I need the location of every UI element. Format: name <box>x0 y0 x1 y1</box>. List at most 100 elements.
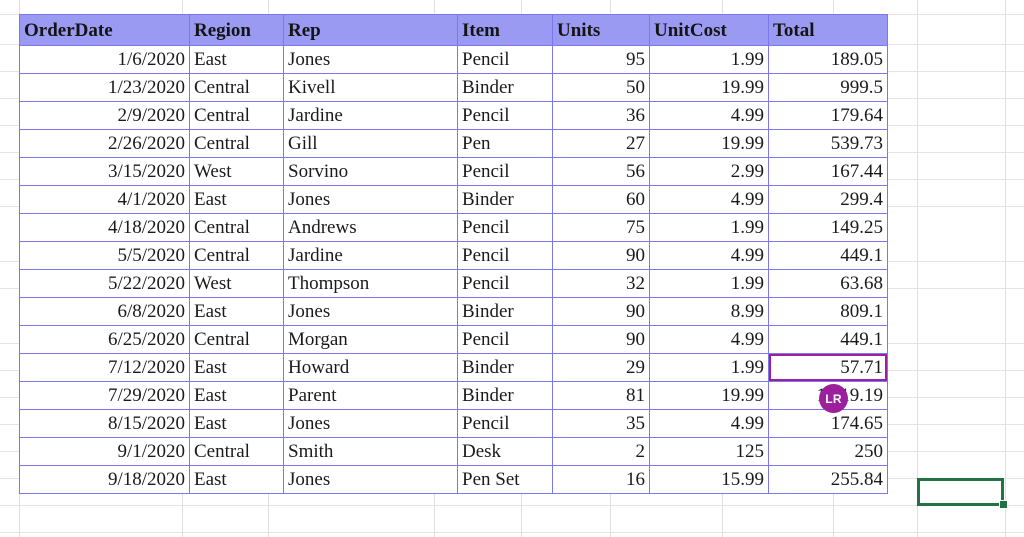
cell-orderdate[interactable]: 4/1/2020 <box>19 185 190 214</box>
cell-total[interactable]: 174.65 <box>768 409 888 438</box>
cell-selection-box[interactable] <box>917 478 1004 506</box>
cell-item[interactable]: Pen Set <box>457 465 553 494</box>
cell-orderdate[interactable]: 5/5/2020 <box>19 241 190 270</box>
cell-orderdate[interactable]: 6/25/2020 <box>19 325 190 354</box>
cell-unitcost[interactable]: 19.99 <box>649 381 769 410</box>
cell-total[interactable]: 167.44 <box>768 157 888 186</box>
cell-item[interactable]: Pencil <box>457 269 553 298</box>
column-header-units[interactable]: Units <box>552 14 650 46</box>
cell-item[interactable]: Pencil <box>457 213 553 242</box>
cell-units[interactable]: 16 <box>552 465 650 494</box>
cell-region[interactable]: West <box>189 269 284 298</box>
cell-total[interactable]: 539.73 <box>768 129 888 158</box>
cell-units[interactable]: 35 <box>552 409 650 438</box>
cell-orderdate[interactable]: 4/18/2020 <box>19 213 190 242</box>
cell-total[interactable]: 999.5 <box>768 73 888 102</box>
cell-rep[interactable]: Morgan <box>283 325 458 354</box>
cell-units[interactable]: 27 <box>552 129 650 158</box>
cell-rep[interactable]: Jones <box>283 185 458 214</box>
cell-total[interactable]: 449.1 <box>768 325 888 354</box>
table-row[interactable]: 4/1/2020 East Jones Binder 60 4.99 299.4 <box>19 185 888 214</box>
cell-total[interactable]: 299.4 <box>768 185 888 214</box>
cell-region[interactable]: East <box>189 45 284 74</box>
cell-rep[interactable]: Smith <box>283 437 458 466</box>
cell-orderdate[interactable]: 9/18/2020 <box>19 465 190 494</box>
cell-rep[interactable]: Sorvino <box>283 157 458 186</box>
column-header-item[interactable]: Item <box>457 14 553 46</box>
cell-unitcost[interactable]: 1.99 <box>649 269 769 298</box>
cell-orderdate[interactable]: 7/29/2020 <box>19 381 190 410</box>
cell-item[interactable]: Pen <box>457 129 553 158</box>
cell-item[interactable]: Binder <box>457 297 553 326</box>
cell-total[interactable]: 809.1 <box>768 297 888 326</box>
column-header-unitcost[interactable]: UnitCost <box>649 14 769 46</box>
cell-orderdate[interactable]: 5/22/2020 <box>19 269 190 298</box>
cell-rep[interactable]: Thompson <box>283 269 458 298</box>
cell-units[interactable]: 81 <box>552 381 650 410</box>
cell-unitcost[interactable]: 4.99 <box>649 101 769 130</box>
cell-units[interactable]: 95 <box>552 45 650 74</box>
cell-unitcost[interactable]: 125 <box>649 437 769 466</box>
cell-region[interactable]: East <box>189 185 284 214</box>
cell-rep[interactable]: Jones <box>283 409 458 438</box>
cell-item[interactable]: Binder <box>457 381 553 410</box>
cell-total[interactable]: 57.71 <box>768 353 888 382</box>
cell-unitcost[interactable]: 8.99 <box>649 297 769 326</box>
cell-total[interactable]: 449.1 <box>768 241 888 270</box>
cell-unitcost[interactable]: 4.99 <box>649 409 769 438</box>
table-row[interactable]: 5/5/2020 Central Jardine Pencil 90 4.99 449.1 <box>19 241 888 270</box>
cell-item[interactable]: Desk <box>457 437 553 466</box>
cell-item[interactable]: Pencil <box>457 101 553 130</box>
cell-rep[interactable]: Parent <box>283 381 458 410</box>
cell-rep[interactable]: Jones <box>283 45 458 74</box>
cell-region[interactable]: East <box>189 465 284 494</box>
column-header-orderdate[interactable]: OrderDate <box>19 14 190 46</box>
cell-rep[interactable]: Jones <box>283 297 458 326</box>
table-row[interactable]: 4/18/2020 Central Andrews Pencil 75 1.99 149.2… <box>19 213 888 242</box>
cell-units[interactable]: 60 <box>552 185 650 214</box>
cell-unitcost[interactable]: 2.99 <box>649 157 769 186</box>
cell-unitcost[interactable]: 1.99 <box>649 353 769 382</box>
cell-item[interactable]: Binder <box>457 185 553 214</box>
table-row[interactable]: 2/9/2020 Central Jardine Pencil 36 4.99 179.64 <box>19 101 888 130</box>
cell-units[interactable]: 2 <box>552 437 650 466</box>
cell-orderdate[interactable]: 2/26/2020 <box>19 129 190 158</box>
cell-total[interactable]: 189.05 <box>768 45 888 74</box>
data-table[interactable]: OrderDate Region Rep Item Units UnitCost… <box>19 14 888 494</box>
cell-units[interactable]: 75 <box>552 213 650 242</box>
cell-rep[interactable]: Kivell <box>283 73 458 102</box>
cell-rep[interactable]: Jardine <box>283 241 458 270</box>
cell-item[interactable]: Binder <box>457 73 553 102</box>
cell-region[interactable]: Central <box>189 325 284 354</box>
cell-rep[interactable]: Jardine <box>283 101 458 130</box>
cell-item[interactable]: Pencil <box>457 157 553 186</box>
cell-orderdate[interactable]: 1/23/2020 <box>19 73 190 102</box>
cell-region[interactable]: East <box>189 381 284 410</box>
cell-item[interactable]: Pencil <box>457 409 553 438</box>
cell-total[interactable]: 63.68 <box>768 269 888 298</box>
cell-total[interactable]: 255.84 <box>768 465 888 494</box>
cell-rep[interactable]: Gill <box>283 129 458 158</box>
cell-item[interactable]: Binder <box>457 353 553 382</box>
cell-region[interactable]: Central <box>189 129 284 158</box>
table-row[interactable]: 7/12/2020 East Howard Binder 29 1.99 57.71 <box>19 353 888 382</box>
table-row[interactable]: 9/1/2020 Central Smith Desk 2 125 250 <box>19 437 888 466</box>
cell-unitcost[interactable]: 4.99 <box>649 241 769 270</box>
column-header-total[interactable]: Total <box>768 14 888 46</box>
cell-total[interactable]: 149.25 <box>768 213 888 242</box>
cell-orderdate[interactable]: 2/9/2020 <box>19 101 190 130</box>
cell-unitcost[interactable]: 19.99 <box>649 129 769 158</box>
cell-unitcost[interactable]: 1.99 <box>649 213 769 242</box>
cell-total[interactable]: 179.64 <box>768 101 888 130</box>
cell-rep[interactable]: Andrews <box>283 213 458 242</box>
cell-region[interactable]: East <box>189 409 284 438</box>
cell-region[interactable]: Central <box>189 213 284 242</box>
cell-unitcost[interactable]: 19.99 <box>649 73 769 102</box>
cell-orderdate[interactable]: 6/8/2020 <box>19 297 190 326</box>
cell-orderdate[interactable]: 7/12/2020 <box>19 353 190 382</box>
cell-total[interactable]: 250 <box>768 437 888 466</box>
cell-region[interactable]: Central <box>189 241 284 270</box>
cell-item[interactable]: Pencil <box>457 45 553 74</box>
cell-units[interactable]: 90 <box>552 241 650 270</box>
